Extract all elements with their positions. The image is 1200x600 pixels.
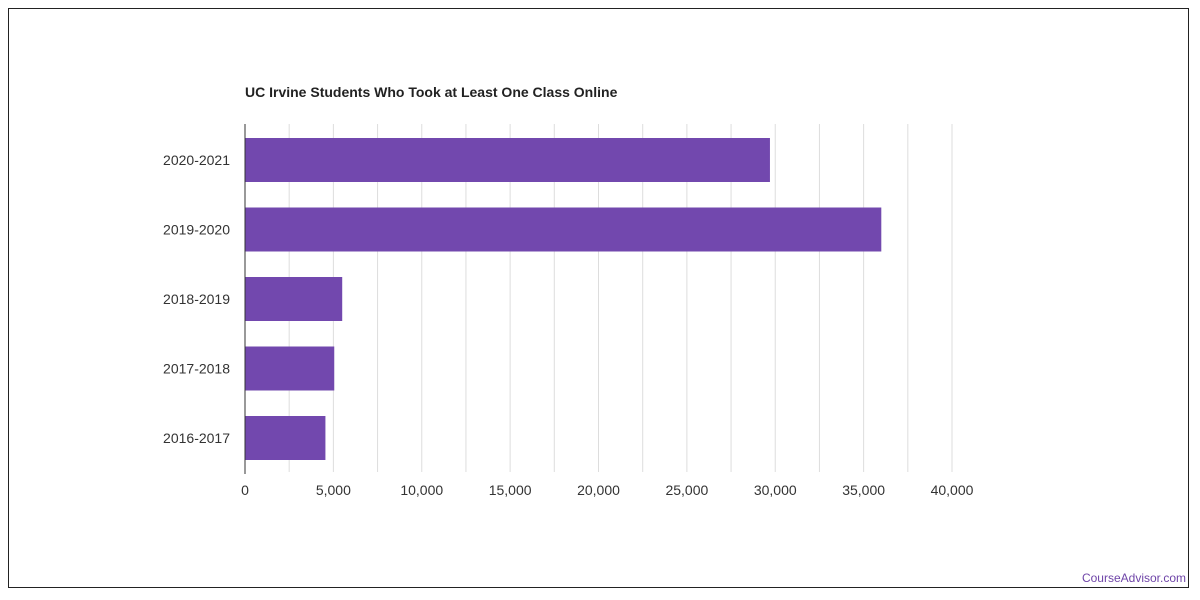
source-credit: CourseAdvisor.com (1081, 571, 1186, 585)
x-tick-label: 5,000 (316, 482, 351, 498)
category-label: 2016-2017 (163, 430, 230, 446)
x-tick-label: 30,000 (754, 482, 797, 498)
x-tick-label: 15,000 (489, 482, 532, 498)
category-label: 2019-2020 (163, 222, 230, 238)
x-tick-labels: 0 5,000 10,000 15,000 20,000 25,000 30,000 35,0… (241, 482, 974, 498)
bars (245, 138, 882, 460)
category-label: 2017-2018 (163, 361, 230, 377)
x-tick-label: 35,000 (842, 482, 885, 498)
x-tick-label: 10,000 (400, 482, 443, 498)
x-tick-label: 20,000 (577, 482, 620, 498)
x-tick-label: 0 (241, 482, 249, 498)
bar-2019-2020 (245, 207, 882, 252)
bar-2017-2018 (245, 346, 335, 391)
bar-2016-2017 (245, 416, 326, 460)
x-tick-label: 40,000 (931, 482, 974, 498)
category-labels: 2020-2021 2019-2020 2018-2019 2017-2018 2016… (163, 152, 230, 446)
chart-title: UC Irvine Students Who Took at Least One… (245, 84, 618, 100)
category-label: 2018-2019 (163, 291, 230, 307)
bar-2018-2019 (245, 277, 343, 321)
x-tick-label: 25,000 (665, 482, 708, 498)
bar-2020-2021 (245, 138, 770, 182)
category-label: 2020-2021 (163, 152, 230, 168)
